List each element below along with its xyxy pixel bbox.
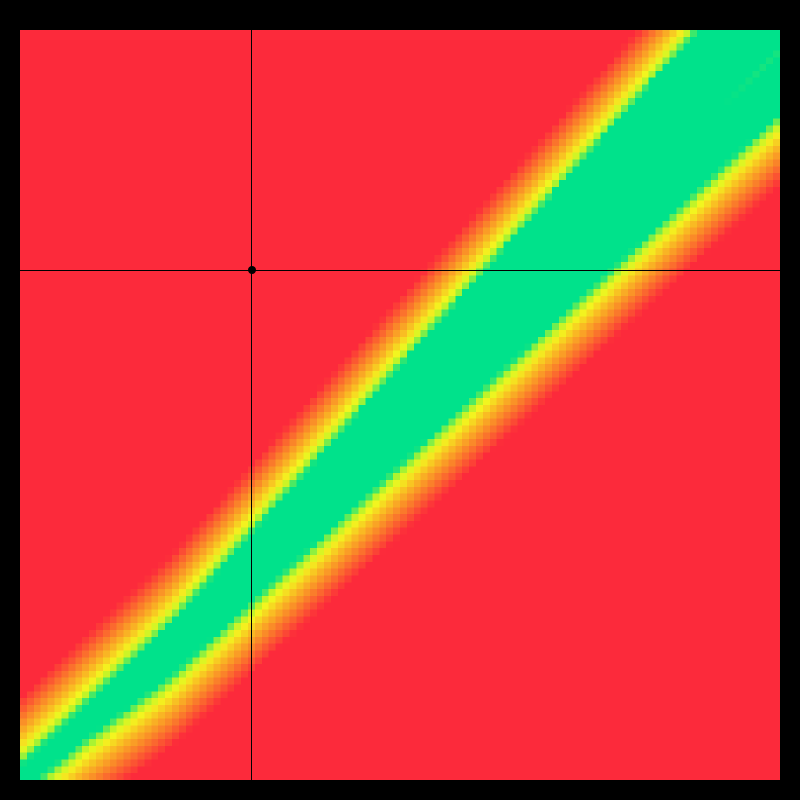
watermark-text: TheBottleneck.com <box>575 6 778 32</box>
crosshair-horizontal <box>20 270 780 271</box>
bottleneck-heatmap <box>20 30 780 780</box>
crosshair-vertical <box>251 30 252 780</box>
crosshair-point <box>248 266 256 274</box>
chart-container: { "watermark": { "text": "TheBottleneck.… <box>0 0 800 800</box>
